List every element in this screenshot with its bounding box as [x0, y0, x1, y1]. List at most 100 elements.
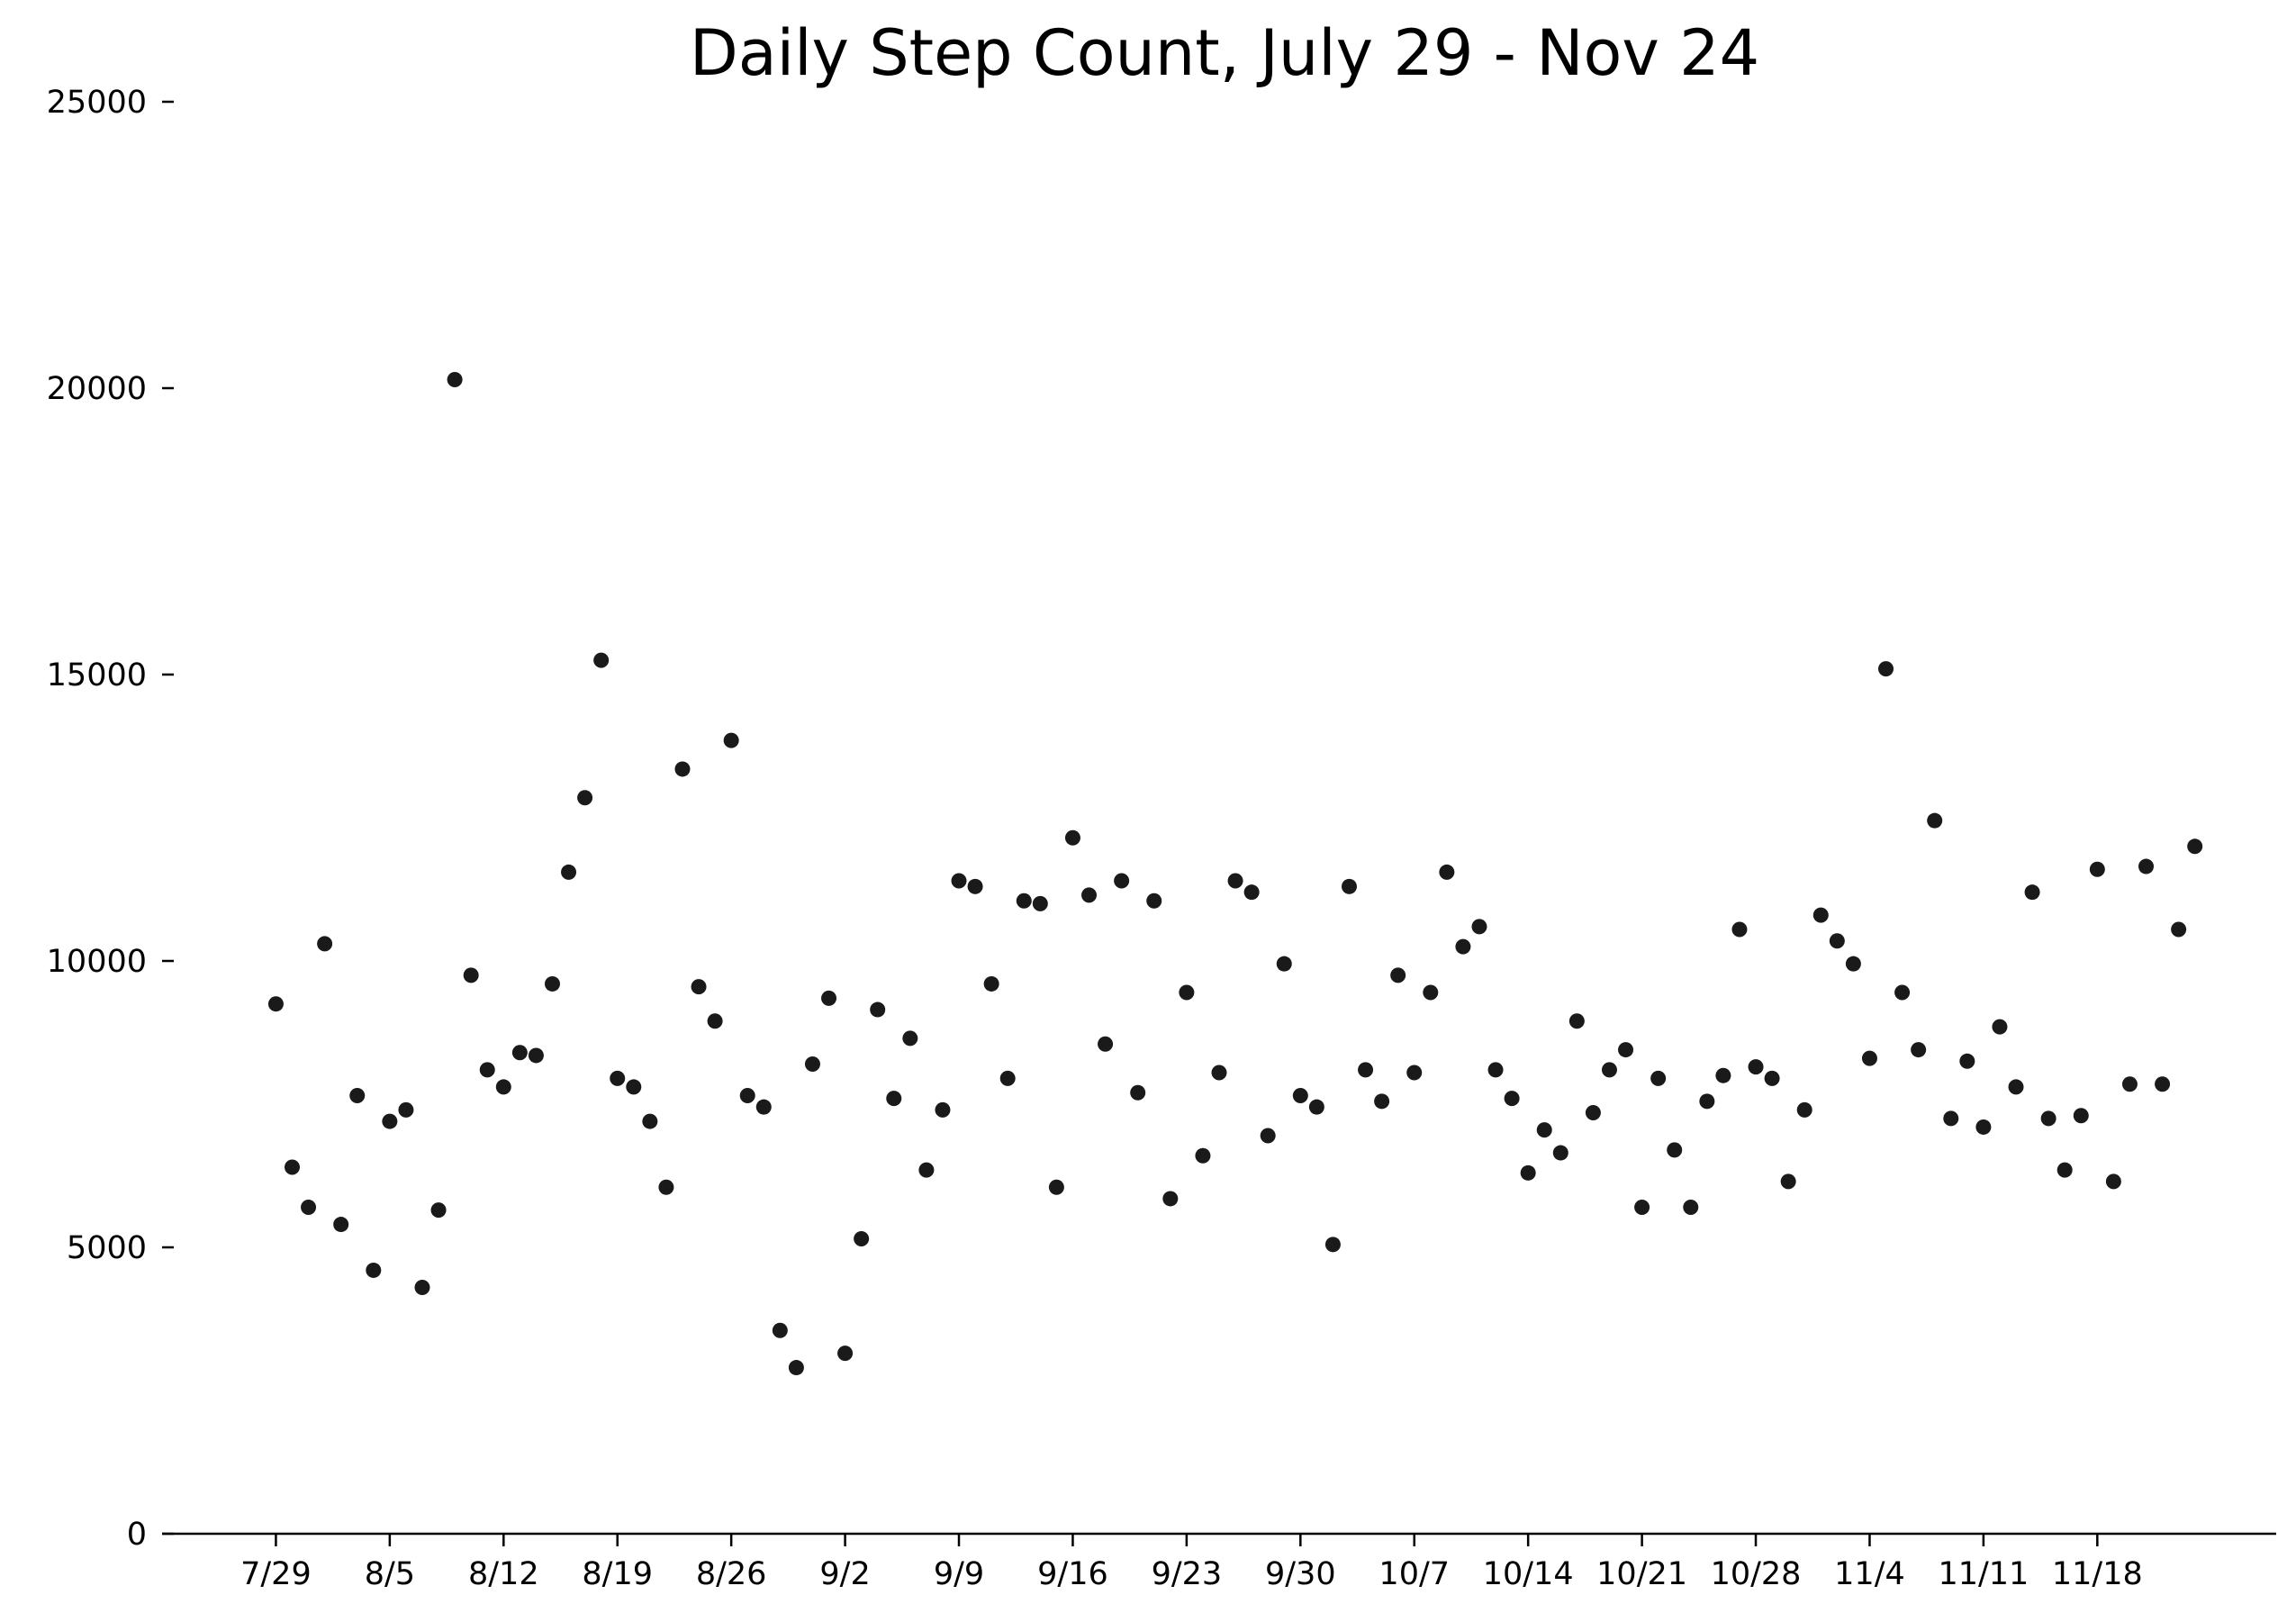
data-point: [1162, 1191, 1179, 1207]
data-point: [1634, 1199, 1650, 1215]
data-point: [544, 975, 560, 992]
data-point: [1601, 1062, 1617, 1078]
data-point: [918, 1162, 935, 1178]
data-point: [1764, 1070, 1780, 1086]
data-point: [414, 1280, 430, 1296]
data-point: [2089, 861, 2105, 877]
data-point: [1098, 1036, 1114, 1052]
data-point: [511, 1045, 528, 1061]
data-point: [707, 1013, 723, 1029]
data-point: [430, 1202, 447, 1219]
y-tick-label: 20000: [47, 371, 147, 407]
data-point: [1504, 1091, 1520, 1107]
data-point: [2008, 1079, 2024, 1095]
data-point: [1618, 1042, 1634, 1058]
data-point: [1081, 887, 1098, 903]
data-points: [267, 371, 2203, 1376]
data-point: [495, 1079, 511, 1095]
data-point: [1374, 1093, 1390, 1110]
data-point: [1715, 1067, 1731, 1083]
data-point: [1130, 1084, 1146, 1101]
data-point: [755, 1099, 772, 1115]
y-tick-label: 0: [127, 1517, 147, 1553]
x-tick-label: 10/14: [1483, 1556, 1574, 1592]
data-point: [333, 1217, 349, 1233]
data-point: [674, 761, 691, 777]
data-point: [1032, 895, 1048, 911]
data-point: [1358, 1062, 1374, 1078]
data-point: [739, 1087, 755, 1103]
data-point: [317, 936, 333, 952]
data-point: [1894, 984, 1911, 1001]
data-point: [2056, 1162, 2073, 1178]
data-point: [1699, 1093, 1715, 1110]
data-point: [1308, 1099, 1324, 1115]
data-point: [1146, 893, 1162, 909]
data-point: [870, 1001, 886, 1018]
x-tick-label: 8/12: [468, 1556, 539, 1592]
data-point: [691, 979, 707, 995]
data-point: [1683, 1199, 1699, 1215]
data-point: [2024, 884, 2040, 901]
x-tick-label: 8/5: [365, 1556, 415, 1592]
data-point: [267, 996, 284, 1012]
data-point: [1520, 1164, 1536, 1181]
data-point: [1406, 1065, 1423, 1081]
data-point: [2155, 1076, 2171, 1092]
data-point: [284, 1159, 300, 1175]
data-point: [366, 1262, 382, 1278]
x-tick-label: 10/28: [1711, 1556, 1802, 1592]
data-point: [1748, 1059, 1764, 1075]
data-point: [528, 1047, 544, 1064]
data-point: [398, 1101, 414, 1118]
y-tick-label: 10000: [47, 944, 147, 980]
data-point: [658, 1179, 674, 1195]
data-point: [1667, 1142, 1683, 1158]
data-point: [772, 1322, 788, 1338]
data-point: [1114, 873, 1130, 889]
data-point: [1211, 1065, 1227, 1081]
data-point: [967, 878, 983, 894]
data-point: [1227, 873, 1243, 889]
x-tick-label: 10/7: [1379, 1556, 1450, 1592]
data-point: [642, 1113, 658, 1129]
data-point: [1845, 956, 1861, 972]
data-point: [1927, 812, 1943, 829]
data-point: [902, 1030, 918, 1047]
data-point: [626, 1079, 642, 1095]
data-point: [1780, 1173, 1796, 1190]
data-point: [999, 1070, 1016, 1086]
data-point: [1959, 1053, 1975, 1069]
y-tick-label: 5000: [67, 1230, 147, 1266]
data-point: [837, 1346, 854, 1362]
data-point: [1812, 907, 1829, 923]
data-point: [2040, 1110, 2056, 1127]
x-tick-label: 9/2: [819, 1556, 870, 1592]
data-point: [1536, 1122, 1552, 1138]
data-point: [1731, 921, 1748, 938]
data-point: [1471, 919, 1487, 935]
data-point: [1455, 938, 1471, 955]
data-point: [951, 873, 967, 889]
data-point: [1260, 1128, 1276, 1144]
x-tick-label: 11/18: [2052, 1556, 2143, 1592]
data-point: [593, 652, 610, 668]
data-point: [2171, 921, 2187, 938]
x-tick-label: 7/29: [240, 1556, 312, 1592]
data-point: [1650, 1070, 1667, 1086]
data-point: [1390, 967, 1406, 983]
data-point: [1195, 1147, 1211, 1164]
data-point: [1179, 984, 1195, 1001]
data-point: [1276, 956, 1292, 972]
data-point: [723, 732, 739, 748]
data-point: [1861, 1050, 1877, 1066]
data-point: [2138, 858, 2155, 874]
data-point: [1487, 1062, 1504, 1078]
data-point: [1243, 884, 1260, 901]
axes: 0 5000 10000 15000 20000 25000 7/29 8/5 8/12 8/19…: [47, 85, 2276, 1592]
data-point: [1829, 933, 1845, 949]
data-point: [788, 1360, 804, 1376]
data-point: [382, 1113, 398, 1129]
x-tick-label: 8/26: [696, 1556, 767, 1592]
